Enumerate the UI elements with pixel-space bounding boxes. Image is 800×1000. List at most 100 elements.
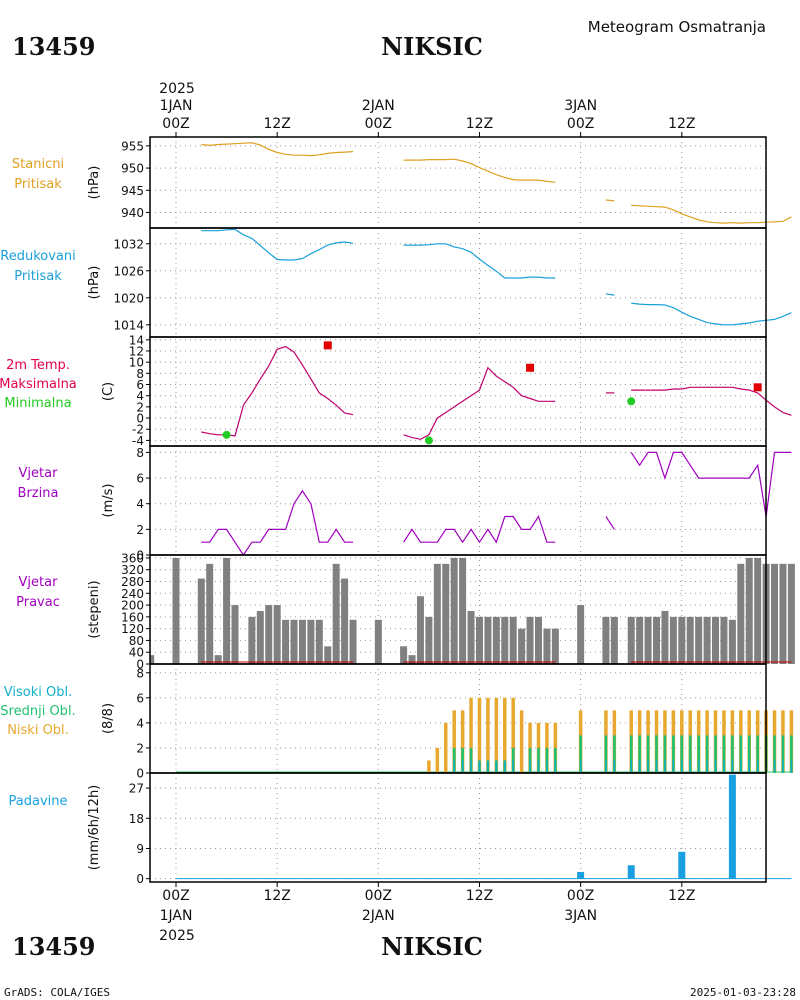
series-line (201, 228, 354, 261)
cloud-bar (427, 760, 431, 773)
precip-bar (728, 774, 736, 879)
wind-direction-bar (150, 655, 155, 664)
y-tick-label: 120 (121, 622, 144, 636)
panel-label: Visoki Obl. (4, 685, 72, 700)
top-date-label: 3JAN (564, 98, 597, 114)
cloud-bar (477, 697, 482, 773)
wind-direction-bar (290, 619, 298, 664)
y-tick-label: 955 (121, 139, 144, 153)
panel-2: Redukovani Pritisak (hPa) 1014 1020 1026 1032 (0, 227, 792, 338)
cloud-bar (681, 760, 683, 773)
series-line (403, 158, 556, 183)
wind-direction-bar (433, 563, 441, 664)
y-tick-label: 12 (129, 344, 144, 358)
top-time-tick-label: 00Z (567, 116, 594, 132)
cloud-bar (452, 710, 456, 773)
bottom-time-tick-label: 00Z (162, 888, 189, 904)
cloud-bar (706, 760, 708, 773)
cloud-bar (638, 760, 641, 773)
station-name-top: NIKSIC (381, 32, 483, 61)
cloud-bar (444, 722, 448, 773)
wind-direction-bar (577, 605, 585, 664)
wind-direction-bar (636, 616, 644, 664)
panel-7: Padavine (mm/6h/12h) 0 9 18 27 (9, 772, 792, 886)
cloud-bar (714, 760, 717, 773)
cloud-bar (655, 760, 658, 773)
series-line (403, 366, 556, 440)
wind-direction-bar (661, 610, 669, 664)
y-tick-label: 1014 (113, 318, 144, 332)
y-tick-label: 40 (129, 646, 144, 660)
cloud-bar (664, 760, 666, 773)
wind-direction-bar (450, 557, 458, 664)
wind-direction-bar (256, 610, 264, 664)
y-tick-label: 360 (121, 551, 144, 565)
cloud-bar (790, 735, 793, 773)
top-date-label: 2JAN (362, 98, 395, 114)
wind-direction-bar (214, 655, 222, 664)
bottom-date-label: 2JAN (362, 908, 395, 924)
series-line (605, 199, 615, 202)
y-tick-label: 1026 (113, 264, 144, 278)
wind-direction-bar (197, 578, 205, 664)
cloud-bar (790, 760, 793, 773)
cloud-bar (554, 760, 557, 773)
wind-direction-bar (408, 655, 416, 664)
y-tick-label: 240 (121, 587, 144, 601)
y-tick-label: 280 (121, 575, 144, 589)
y-axis-label: (stepeni) (87, 580, 102, 638)
wind-direction-bar (653, 616, 661, 664)
cloud-bar (655, 735, 658, 773)
wind-direction-bar (374, 619, 382, 664)
wind-direction-bar (754, 557, 762, 664)
y-axis-label: (mm/6h/12h) (87, 785, 102, 871)
wind-direction-bar (484, 616, 492, 664)
wind-direction-bar (686, 616, 694, 664)
cloud-bar (630, 760, 632, 773)
cloud-bar (537, 760, 540, 773)
bottom-time-tick-label: 00Z (567, 888, 594, 904)
series-line (201, 489, 353, 557)
wind-direction-bar (282, 619, 290, 664)
cloud-bar (697, 735, 700, 773)
y-tick-label: 945 (121, 184, 144, 198)
wind-direction-bar (341, 578, 349, 664)
wind-direction-bar (459, 557, 467, 664)
bottom-date-label: 3JAN (564, 908, 597, 924)
wind-direction-bar (223, 557, 231, 664)
wind-direction-bar (779, 563, 787, 664)
y-tick-label: 0 (136, 549, 144, 563)
y-tick-label: 160 (121, 610, 144, 624)
wind-direction-bar (518, 628, 526, 664)
cloud-bar (722, 735, 726, 773)
cloud-bar (663, 735, 667, 773)
y-tick-label: 4 (136, 497, 144, 511)
wind-direction-bar (509, 616, 517, 664)
wind-direction-bar (400, 646, 408, 664)
cloud-bar (723, 760, 725, 773)
y-tick-label: 14 (129, 333, 144, 347)
cloud-bar (478, 760, 481, 773)
top-year-label: 2025 (159, 81, 195, 97)
y-tick-label: 4 (136, 389, 144, 403)
panel-frame (149, 772, 767, 883)
cloud-bar (756, 760, 759, 773)
y-tick-label: 6 (136, 472, 144, 486)
panel-label: Vjetar (19, 466, 59, 481)
y-tick-label: 200 (121, 599, 144, 613)
cloud-bar (747, 735, 751, 773)
wind-direction-bar (349, 619, 357, 664)
wind-direction-bar (737, 563, 745, 664)
panel-label: Pritisak (14, 177, 62, 192)
meteogram-title: Meteogram Osmatranja (588, 18, 766, 36)
cloud-bar (739, 735, 743, 773)
y-tick-label: 0 (136, 767, 144, 781)
wind-direction-bar (534, 616, 542, 664)
panel-label: Srednji Obl. (0, 704, 75, 719)
cloud-bar (688, 735, 692, 773)
cloud-bar (740, 760, 742, 773)
cloud-bar (435, 747, 440, 773)
cloud-bar (782, 760, 784, 773)
cloud-bar (705, 735, 709, 773)
